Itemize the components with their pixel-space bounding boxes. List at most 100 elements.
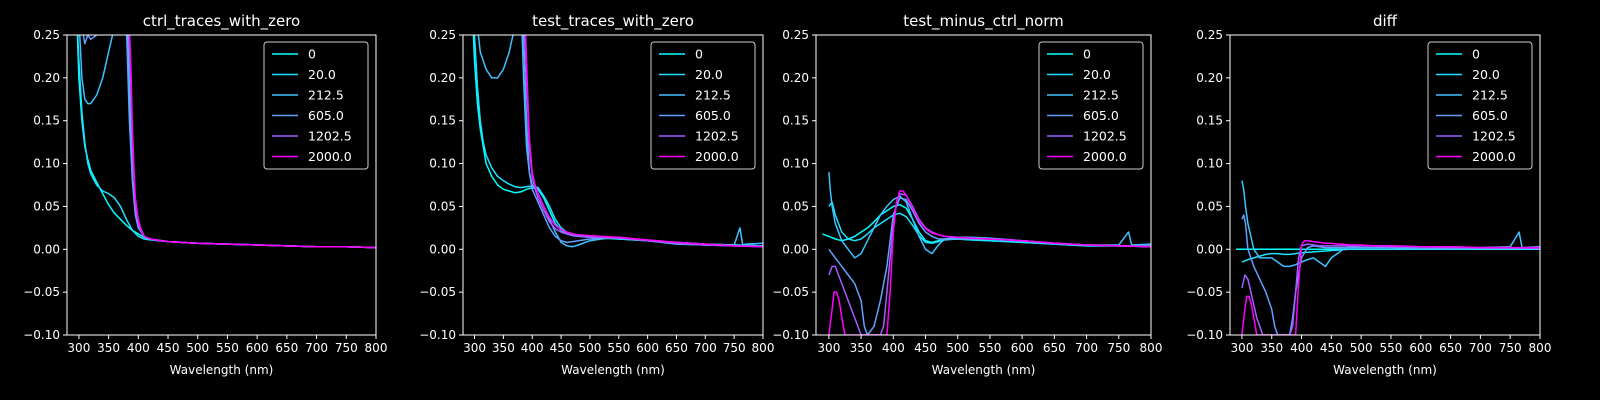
series-line-2000.0 (828, 190, 1151, 335)
y-tick-label: −0.05 (23, 285, 60, 299)
x-tick-label: 800 (752, 341, 775, 355)
x-tick-label: 550 (1380, 341, 1403, 355)
series-group (1236, 180, 1540, 335)
axes-frame (462, 34, 764, 336)
legend-label: 1202.5 (1083, 129, 1127, 144)
chart-title: diff (1373, 12, 1398, 30)
series-line-605.0 (1241, 214, 1540, 335)
x-tick-label: 550 (607, 341, 630, 355)
chart-panel-1: ctrl_traces_with_zero 300 350 400 450 500 550 6… (23, 12, 388, 377)
legend-label: 605.0 (308, 108, 344, 123)
y-tick-label: −0.10 (23, 328, 60, 342)
x-tick-label: 700 (1075, 341, 1098, 355)
x-tick-label: 550 (216, 341, 239, 355)
series-group (76, 35, 376, 249)
x-tick-label: 650 (1439, 341, 1462, 355)
chart-title: test_minus_ctrl_norm (903, 12, 1064, 31)
legend: 0 20.0 212.5 605.0 1202.5 2000.0 (650, 41, 756, 170)
x-tick-label: 800 (1140, 341, 1163, 355)
y-tick-label: 0.00 (1196, 242, 1223, 256)
x-tick-label: 350 (1260, 341, 1283, 355)
x-tick-label: 650 (275, 341, 298, 355)
legend-label: 2000.0 (1083, 149, 1127, 164)
y-tick-label: 0.25 (429, 28, 456, 42)
x-tick-label: 300 (817, 341, 840, 355)
y-tick-label: −0.10 (419, 328, 456, 342)
y-tick-label: 0.10 (782, 157, 809, 171)
y-tick-label: 0.05 (1196, 199, 1223, 213)
legend-label: 605.0 (695, 108, 731, 123)
y-tick-label: 0.05 (429, 199, 456, 213)
chart-panel-2: test_traces_with_zero 300 350 400 450 500 550 6… (419, 12, 775, 377)
series-line-1202.5 (524, 35, 763, 248)
y-tick-label: 0.15 (429, 114, 456, 128)
legend-label: 1202.5 (695, 129, 739, 144)
legend-label: 212.5 (695, 88, 731, 103)
x-tick-label: 600 (636, 341, 659, 355)
y-tick-label: 0.00 (429, 242, 456, 256)
y-tick-label: −0.05 (419, 285, 456, 299)
legend-label: 605.0 (1083, 108, 1119, 123)
chart-panel-4: diff 300 350 400 450 500 550 600 650 700 750 800 −0.… (1186, 12, 1551, 377)
legend: 0 20.0 212.5 605.0 1202.5 2000.0 (1427, 41, 1533, 170)
x-axis-label: Wavelength (nm) (932, 363, 1036, 377)
x-tick-label: 400 (127, 341, 150, 355)
series-line-2000.0 (1241, 239, 1540, 335)
x-tick-label: 600 (246, 341, 269, 355)
legend-label: 605.0 (1472, 108, 1508, 123)
x-tick-label: 300 (67, 341, 90, 355)
series-line-2000.0 (128, 35, 376, 249)
x-axis-label: Wavelength (nm) (170, 363, 274, 377)
axes-frame (66, 34, 377, 336)
x-tick-label: 750 (1499, 341, 1522, 355)
legend-label: 20.0 (308, 67, 336, 82)
legend-label: 2000.0 (695, 149, 739, 164)
legend-label: 212.5 (308, 88, 344, 103)
x-tick-label: 800 (365, 341, 388, 355)
legend-label: 20.0 (695, 67, 723, 82)
y-tick-label: 0.10 (429, 157, 456, 171)
x-tick-label: 500 (186, 341, 209, 355)
x-tick-label: 450 (157, 341, 180, 355)
chart-panel-3: test_minus_ctrl_norm 300 350 400 450 500 550 60… (772, 12, 1162, 377)
x-tick-label: 700 (694, 341, 717, 355)
y-tick-label: 0.10 (1196, 157, 1223, 171)
x-tick-label: 800 (1529, 341, 1552, 355)
legend: 0 20.0 212.5 605.0 1202.5 2000.0 (1038, 41, 1144, 170)
y-tick-label: −0.05 (772, 285, 809, 299)
x-axis-label: Wavelength (nm) (561, 363, 665, 377)
chart-title: test_traces_with_zero (532, 12, 694, 31)
legend-label: 0 (695, 47, 703, 62)
x-tick-label: 400 (521, 341, 544, 355)
x-tick-label: 500 (578, 341, 601, 355)
x-tick-label: 650 (665, 341, 688, 355)
y-tick-label: 0.15 (1196, 114, 1223, 128)
legend-label: 20.0 (1472, 67, 1500, 82)
y-tick-label: 0.10 (33, 157, 60, 171)
y-tick-label: 0.00 (33, 242, 60, 256)
legend-label: 0 (308, 47, 316, 62)
y-tick-label: −0.10 (772, 328, 809, 342)
y-tick-label: −0.10 (1186, 328, 1223, 342)
x-tick-label: 450 (914, 341, 937, 355)
axes-frame (1229, 34, 1541, 336)
x-tick-label: 450 (1320, 341, 1343, 355)
series-group (472, 35, 763, 248)
y-tick-label: 0.20 (782, 71, 809, 85)
legend-label: 212.5 (1083, 88, 1119, 103)
legend-label: 212.5 (1472, 88, 1508, 103)
x-tick-label: 400 (882, 341, 905, 355)
x-tick-label: 750 (335, 341, 358, 355)
x-tick-label: 300 (1230, 341, 1253, 355)
legend: 0 20.0 212.5 605.0 1202.5 2000.0 (263, 41, 369, 170)
x-tick-label: 700 (1469, 341, 1492, 355)
legend-label: 0 (1083, 47, 1091, 62)
series-line-20.0 (828, 201, 1151, 248)
legend-label: 2000.0 (308, 149, 352, 164)
y-tick-label: 0.20 (1196, 71, 1223, 85)
x-tick-label: 350 (850, 341, 873, 355)
legend-label: 20.0 (1083, 67, 1111, 82)
x-tick-label: 350 (97, 341, 120, 355)
y-tick-label: 0.15 (33, 114, 60, 128)
series-line-20.0 (1241, 248, 1540, 263)
